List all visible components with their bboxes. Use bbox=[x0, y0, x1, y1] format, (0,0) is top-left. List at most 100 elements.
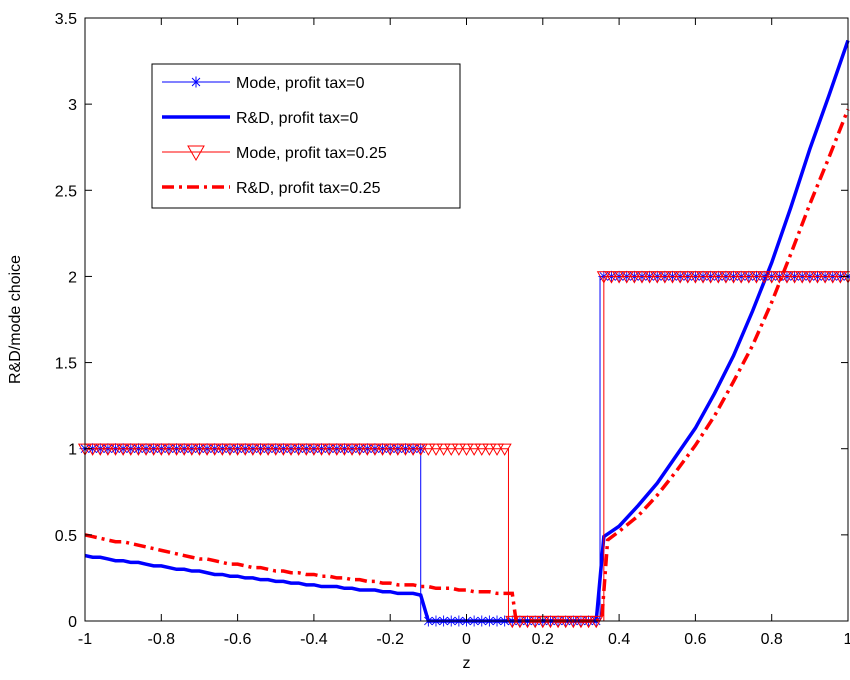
y-tick-label: 1.5 bbox=[55, 356, 77, 373]
axes-layer: -1 -0.8 -0.6 -0.4 -0.2 0 0.2 0.4 0.6 0.8 1 0 0.5 1 1.5… bbox=[55, 11, 850, 648]
triangle-marker bbox=[161, 443, 176, 456]
triangle-marker bbox=[268, 443, 283, 456]
triangle-marker bbox=[673, 271, 688, 284]
triangle-marker bbox=[619, 271, 634, 284]
triangle-marker bbox=[757, 271, 772, 284]
triangle-marker bbox=[375, 443, 390, 456]
triangle-marker bbox=[413, 443, 428, 456]
triangle-marker bbox=[627, 271, 642, 284]
triangle-marker bbox=[482, 443, 497, 456]
triangle-marker bbox=[650, 271, 665, 284]
triangle-marker bbox=[360, 443, 375, 456]
series-markers bbox=[77, 271, 850, 629]
triangle-marker bbox=[184, 443, 199, 456]
triangle-marker bbox=[703, 271, 718, 284]
triangle-marker bbox=[810, 271, 825, 284]
legend-item: R&D, profit tax=0.25 bbox=[162, 180, 381, 197]
triangle-marker bbox=[833, 271, 848, 284]
triangle-marker bbox=[795, 271, 810, 284]
triangle-marker bbox=[187, 145, 205, 162]
triangle-marker bbox=[680, 271, 695, 284]
triangle-marker bbox=[108, 443, 123, 456]
y-tick-label: 2 bbox=[68, 269, 77, 286]
triangle-marker bbox=[398, 443, 413, 456]
y-tick-label: 3.5 bbox=[55, 11, 77, 28]
triangle-marker bbox=[726, 271, 741, 284]
triangle-marker bbox=[276, 443, 291, 456]
x-tick-label: -0.2 bbox=[376, 631, 404, 648]
triangle-marker bbox=[146, 443, 161, 456]
triangle-marker bbox=[93, 443, 108, 456]
x-tick-label: -0.4 bbox=[300, 631, 328, 648]
x-tick-label: 0.8 bbox=[761, 631, 783, 648]
triangle-marker bbox=[337, 443, 352, 456]
triangle-marker bbox=[306, 443, 321, 456]
triangle-marker bbox=[100, 443, 115, 456]
legend-item: Mode, profit tax=0 bbox=[162, 75, 365, 92]
y-tick-label: 0 bbox=[68, 614, 77, 631]
triangle-marker bbox=[192, 443, 207, 456]
triangle-marker bbox=[596, 271, 611, 284]
triangle-marker bbox=[634, 271, 650, 284]
triangle-marker bbox=[169, 443, 184, 456]
triangle-marker bbox=[741, 271, 756, 284]
series-line bbox=[84, 108, 850, 623]
y-axis-title: R&D/mode choice bbox=[7, 255, 24, 384]
triangle-marker bbox=[245, 443, 260, 456]
triangle-marker bbox=[406, 443, 421, 456]
series-2 bbox=[84, 39, 850, 623]
triangle-marker bbox=[291, 443, 306, 456]
triangle-marker bbox=[230, 443, 245, 456]
triangle-marker bbox=[566, 615, 581, 629]
triangle-marker bbox=[344, 443, 360, 456]
triangle-marker bbox=[131, 443, 146, 456]
y-tick-label: 0.5 bbox=[55, 528, 77, 545]
triangle-marker bbox=[802, 271, 817, 284]
triangle-marker bbox=[238, 443, 253, 456]
triangle-marker bbox=[390, 443, 405, 456]
legend-item: R&D, profit tax=0 bbox=[162, 110, 358, 127]
series-4 bbox=[84, 108, 850, 623]
triangle-marker bbox=[474, 443, 489, 456]
triangle-marker bbox=[818, 271, 833, 284]
triangle-marker bbox=[688, 271, 703, 284]
triangle-marker bbox=[657, 271, 672, 284]
triangle-marker bbox=[352, 443, 367, 456]
x-tick-label: 1 bbox=[844, 631, 850, 648]
triangle-marker bbox=[772, 271, 787, 284]
triangle-marker bbox=[123, 443, 138, 456]
triangle-marker bbox=[764, 271, 779, 284]
legend-item: Mode, profit tax=0.25 bbox=[162, 145, 387, 162]
triangle-marker bbox=[604, 271, 619, 284]
triangle-marker bbox=[665, 271, 680, 284]
triangle-marker bbox=[825, 271, 840, 284]
triangle-marker bbox=[177, 443, 192, 456]
triangle-marker bbox=[138, 443, 154, 456]
triangle-marker bbox=[787, 271, 802, 284]
x-tick-label: 0 bbox=[462, 631, 471, 648]
triangle-marker bbox=[749, 271, 764, 284]
triangle-marker bbox=[261, 443, 276, 456]
x-tick-label: -0.6 bbox=[224, 631, 252, 648]
legend-label: R&D, profit tax=0 bbox=[236, 110, 358, 127]
x-tick-label: 0.2 bbox=[532, 631, 554, 648]
x-tick-label: 0.4 bbox=[608, 631, 630, 648]
x-tick-label: -0.8 bbox=[148, 631, 176, 648]
x-tick-label: -1 bbox=[78, 631, 92, 648]
legend: Mode, profit tax=0 R&D, profit tax=0 Mode,… bbox=[151, 63, 461, 209]
triangle-marker bbox=[329, 443, 344, 456]
legend-label: Mode, profit tax=0.25 bbox=[236, 145, 387, 162]
triangle-marker bbox=[589, 615, 604, 629]
triangle-marker bbox=[711, 271, 726, 284]
triangle-marker bbox=[489, 443, 505, 456]
triangle-marker bbox=[718, 271, 733, 284]
triangle-marker bbox=[207, 443, 222, 456]
triangle-marker bbox=[734, 271, 749, 284]
triangle-marker bbox=[695, 271, 711, 284]
x-axis-title: z bbox=[463, 655, 471, 672]
triangle-marker bbox=[436, 443, 451, 456]
legend-label: R&D, profit tax=0.25 bbox=[236, 180, 381, 197]
triangle-marker bbox=[154, 443, 169, 456]
triangle-marker bbox=[253, 443, 268, 456]
